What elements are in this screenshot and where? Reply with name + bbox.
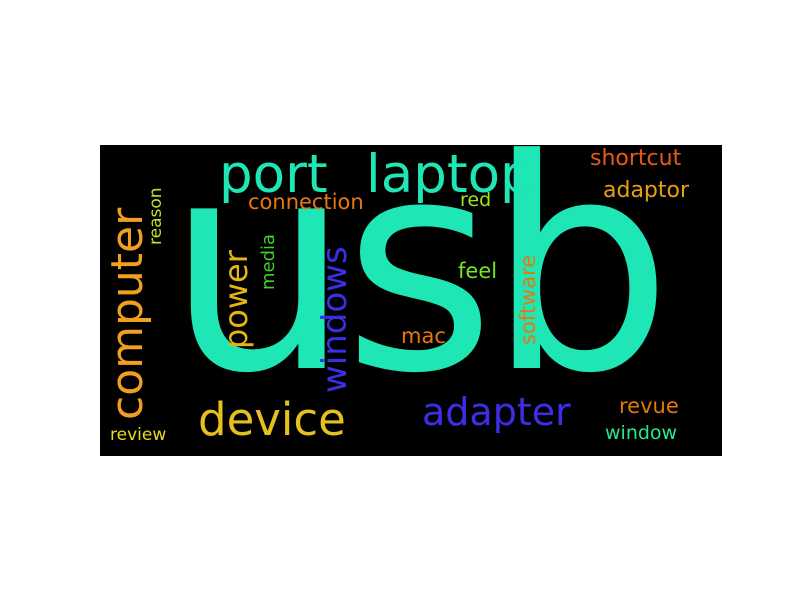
word-window: window (605, 422, 678, 444)
word-review: review (110, 425, 167, 445)
word-media: media (258, 233, 279, 290)
word-connection: connection (248, 190, 364, 214)
word-red: red (460, 189, 492, 211)
word-adapter: adapter (422, 390, 571, 434)
word-software: software (516, 254, 540, 345)
word-revue: revue (619, 394, 679, 418)
word-feel: feel (458, 259, 498, 283)
word-device: device (198, 393, 346, 446)
word-shortcut: shortcut (590, 146, 682, 171)
word-power: power (217, 250, 255, 349)
word-windows: windows (315, 246, 355, 393)
word-usb: usb (166, 145, 673, 437)
word-adaptor: adaptor (603, 178, 690, 203)
word-mac: mac (401, 324, 446, 348)
word-computer: computer (102, 207, 153, 420)
word-laptop: laptop (366, 145, 534, 205)
word-port: port (219, 145, 328, 205)
word-reason: reason (146, 187, 166, 245)
word-cloud: usb port laptop computer device adapter … (100, 145, 722, 456)
